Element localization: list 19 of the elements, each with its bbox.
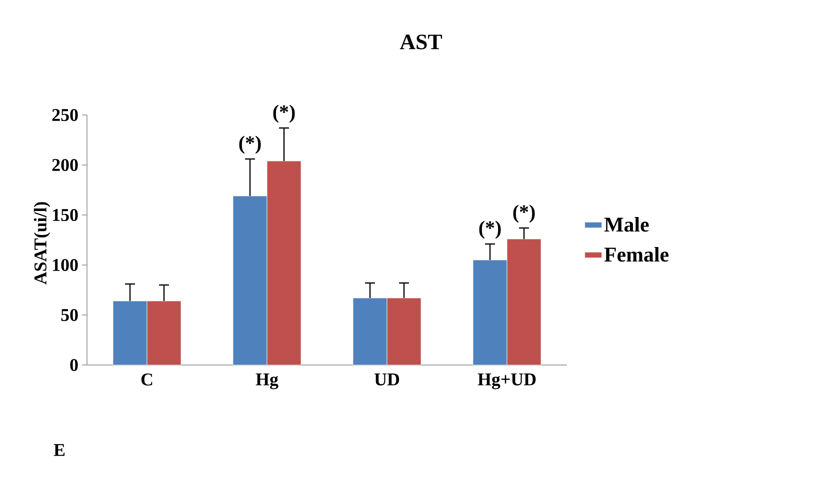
x-tick-label: Hg+UD <box>478 374 536 390</box>
legend-label: Female <box>604 246 669 262</box>
y-tick-label: 200 <box>52 158 78 172</box>
y-tick-label: 100 <box>53 258 78 272</box>
x-tick-label: C <box>141 374 152 386</box>
annotation: (*) <box>513 204 535 223</box>
y-tick-label: 250 <box>52 108 78 122</box>
y-axis-title: ASAT(ui/l) <box>34 202 50 284</box>
text: E <box>54 444 65 456</box>
legend-label: Male <box>604 216 649 232</box>
x-tick-label: UD <box>374 374 400 386</box>
annotation: (*) <box>479 220 501 239</box>
y-tick-label: 0 <box>70 358 78 372</box>
x-tick-label: Hg <box>256 374 278 390</box>
y-tick-label: 150 <box>53 208 78 222</box>
y-tick-label: 50 <box>61 308 78 322</box>
annotation: (*) <box>273 104 295 123</box>
annotation: (*) <box>239 136 261 154</box>
chart-title: AST <box>400 34 442 50</box>
